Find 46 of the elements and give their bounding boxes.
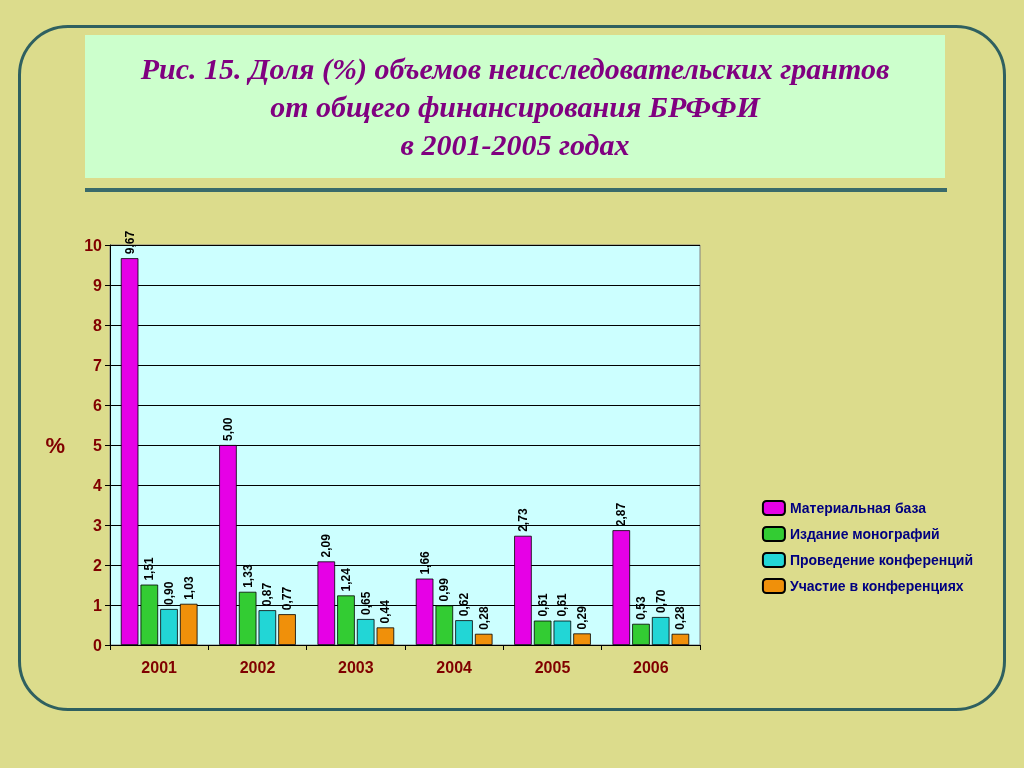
bar	[455, 620, 473, 645]
data-label: 0,62	[457, 592, 472, 617]
x-tick-label: 2004	[436, 658, 473, 676]
bar	[160, 609, 178, 645]
data-label: 1,66	[417, 550, 432, 575]
data-label: 1,24	[338, 567, 353, 592]
legend-label: Проведение конференций	[789, 552, 974, 568]
bar	[632, 623, 650, 645]
legend-label: Участие в конференциях	[789, 578, 964, 594]
data-label: 9,67	[122, 230, 137, 255]
data-label: 1,03	[181, 576, 196, 600]
data-label: 0,99	[437, 577, 452, 602]
x-tick-label: 2006	[633, 658, 669, 676]
y-tick-label: 2	[93, 556, 103, 574]
data-label: 0,29	[575, 605, 590, 630]
x-tick-label: 2002	[239, 658, 276, 676]
bar	[474, 633, 493, 645]
y-tick-label: 3	[93, 516, 103, 534]
data-label: 0,44	[378, 599, 393, 624]
legend-label: Материальная база	[789, 500, 927, 516]
y-tick-label: 5	[93, 436, 103, 454]
y-axis-title: %	[45, 432, 65, 458]
data-label: 2,73	[515, 508, 530, 532]
x-tick-label: 2005	[534, 658, 571, 676]
y-tick-label: 10	[84, 236, 103, 254]
y-tick-label: 4	[93, 476, 103, 494]
legend-label: Издание монографий	[789, 526, 940, 542]
data-label: 0,90	[162, 581, 177, 605]
y-tick-label: 8	[93, 316, 103, 334]
data-label: 0,65	[358, 591, 373, 615]
y-tick-label: 7	[93, 356, 103, 374]
y-tick-label: 6	[93, 396, 103, 414]
y-tick-label: 9	[93, 276, 103, 294]
data-label: 0,28	[673, 606, 688, 630]
chart-title: Рис. 15. Доля (%) объемов неисследовательских грантов от общего финансирования БРФФИ в 2001-2005 годах	[140, 50, 890, 163]
data-label: 5,00	[220, 417, 235, 441]
data-label: 0,28	[476, 606, 491, 630]
data-label: 0,70	[653, 589, 668, 613]
data-label: 2,87	[614, 502, 629, 527]
data-label: 2,09	[319, 533, 334, 558]
bar	[573, 633, 591, 645]
x-tick-label: 2001	[141, 658, 178, 676]
bar	[278, 614, 296, 645]
x-tick-label: 2003	[338, 658, 374, 676]
y-tick-label: 0	[93, 636, 103, 654]
y-tick-label: 1	[93, 596, 103, 614]
